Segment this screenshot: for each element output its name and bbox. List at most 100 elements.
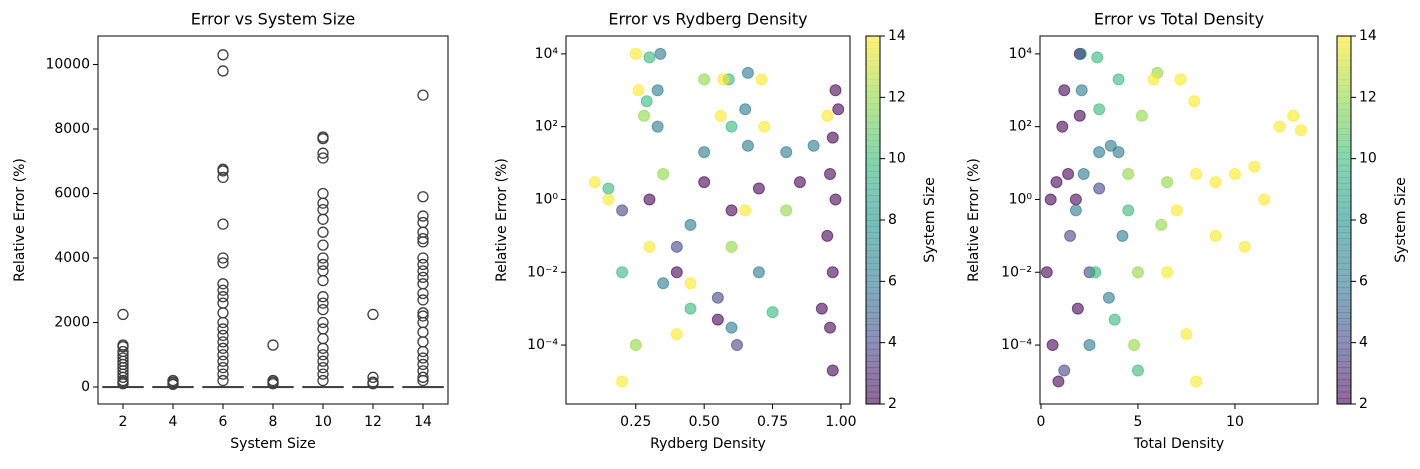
x-tick-label: 4 xyxy=(169,414,178,430)
outlier xyxy=(417,271,429,284)
point xyxy=(1108,313,1121,326)
outlier xyxy=(367,308,379,321)
colorbar-band xyxy=(1337,373,1351,380)
point xyxy=(1155,218,1168,231)
point xyxy=(616,266,629,279)
point xyxy=(1074,47,1087,60)
axes-frame xyxy=(1039,35,1319,405)
colorbar-band xyxy=(1337,262,1351,270)
point xyxy=(829,193,842,206)
y-tick-label: 2000 xyxy=(54,315,90,331)
outlier xyxy=(167,378,179,391)
point xyxy=(1064,229,1077,242)
colorbar-tick-label: 2 xyxy=(888,396,897,412)
colorbar-band xyxy=(866,312,880,319)
outlier xyxy=(217,374,229,387)
outlier xyxy=(217,316,229,329)
point xyxy=(824,321,837,334)
point xyxy=(1093,146,1106,159)
outlier xyxy=(317,303,329,316)
outlier xyxy=(317,362,329,374)
outlier xyxy=(417,210,429,222)
colorbar-band xyxy=(866,226,880,233)
point xyxy=(1131,364,1144,377)
colorbar-band xyxy=(1337,164,1351,172)
colorbar-band xyxy=(1337,109,1351,117)
point xyxy=(711,313,724,326)
x-tick-label: 0 xyxy=(1037,414,1046,430)
colorbar-band xyxy=(866,189,880,196)
colorbar-band xyxy=(866,220,880,227)
colorbar-band xyxy=(866,78,880,86)
outlier xyxy=(317,297,329,309)
point xyxy=(698,73,711,86)
point xyxy=(670,240,683,253)
outlier xyxy=(417,294,429,306)
point xyxy=(1083,339,1096,352)
colorbar-band xyxy=(866,97,880,104)
colorbar-band xyxy=(1337,256,1351,264)
point xyxy=(651,84,664,97)
outlier xyxy=(317,197,329,209)
outlier xyxy=(317,226,329,238)
point xyxy=(629,47,642,60)
colorbar-band xyxy=(1337,281,1351,288)
colorbar-band xyxy=(1337,128,1351,135)
outlier xyxy=(217,307,229,319)
x-tick-label: 0.50 xyxy=(689,414,720,430)
outlier xyxy=(317,265,329,277)
point xyxy=(1161,266,1174,279)
outlier xyxy=(217,65,229,77)
colorbar-band xyxy=(1337,299,1351,307)
y-tick-label: 8000 xyxy=(54,121,90,137)
colorbar-band xyxy=(866,305,880,313)
outlier xyxy=(317,323,329,335)
colorbar-band xyxy=(866,342,880,350)
colorbar-band xyxy=(1337,238,1351,246)
point xyxy=(632,84,645,97)
x-tick-label: 6 xyxy=(219,414,228,430)
colorbar-band xyxy=(866,36,880,43)
point xyxy=(1273,120,1286,133)
outlier xyxy=(217,329,229,342)
point xyxy=(1104,139,1117,152)
colorbar-band xyxy=(1337,391,1351,399)
colorbar-band xyxy=(866,54,880,62)
point xyxy=(1069,193,1082,206)
point xyxy=(588,176,601,189)
colorbar-band xyxy=(1337,91,1351,98)
colorbar-band xyxy=(1337,189,1351,196)
outlier xyxy=(417,345,429,358)
outlier xyxy=(217,49,229,61)
outlier xyxy=(417,258,429,271)
colorbar-tick-label: 12 xyxy=(888,89,906,105)
outlier xyxy=(317,291,329,303)
y-axis-label: Relative Error (%) xyxy=(966,158,982,282)
points xyxy=(588,47,845,388)
colorbar-band xyxy=(866,146,880,154)
colorbar-band xyxy=(866,60,880,68)
point xyxy=(824,168,837,181)
colorbar-band xyxy=(866,170,880,178)
y-tick-label: 10⁴ xyxy=(535,46,559,62)
outlier xyxy=(367,378,379,390)
colorbar-band xyxy=(1337,269,1351,276)
colorbar-tick-label: 10 xyxy=(888,151,906,167)
point xyxy=(1058,364,1071,377)
point xyxy=(1135,109,1148,122)
x-tick-label: 10 xyxy=(314,414,332,430)
outlier xyxy=(317,239,329,251)
y-tick-label: 0 xyxy=(81,379,90,395)
point xyxy=(1209,176,1222,189)
point xyxy=(629,339,642,352)
outlier xyxy=(317,133,329,145)
point xyxy=(1174,73,1187,86)
x-tick-label: 0.75 xyxy=(757,414,788,430)
outlier xyxy=(217,165,229,177)
outlier xyxy=(417,374,429,387)
y-tick-label: 10⁻⁴ xyxy=(527,337,558,353)
colorbar-band xyxy=(866,391,880,399)
colorbar-tick-label: 6 xyxy=(888,273,897,289)
point xyxy=(1062,168,1075,181)
